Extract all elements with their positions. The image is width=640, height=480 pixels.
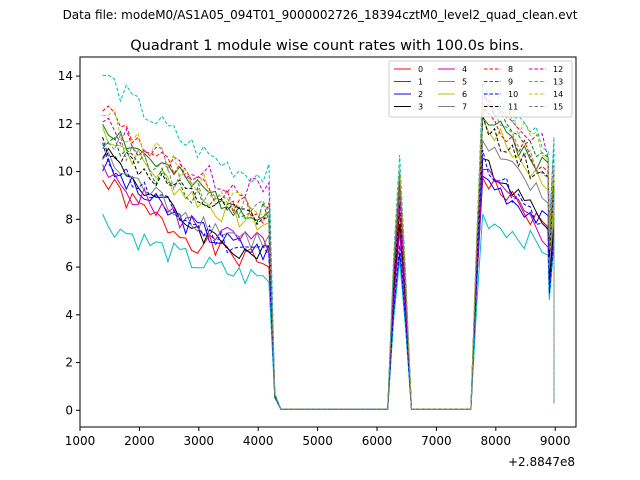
legend-label: 13	[553, 78, 563, 87]
y-tick-label: 10	[58, 165, 73, 179]
x-tick-label: 3000	[184, 434, 215, 448]
legend-box	[388, 60, 573, 118]
y-axis: 0 2 4 6 8 10 12 14	[58, 69, 80, 417]
series-layer	[102, 74, 555, 410]
series-line-7	[102, 138, 555, 410]
legend-label: 0	[418, 65, 423, 74]
x-tick-label: 2000	[124, 434, 155, 448]
chart-suptitle: Data file: modeM0/AS1A05_094T01_90000027…	[63, 8, 578, 22]
series-line-5	[102, 213, 555, 410]
legend-label: 2	[418, 90, 423, 99]
legend-label: 4	[462, 65, 467, 74]
legend-label: 7	[462, 103, 467, 112]
series-line-1	[102, 116, 555, 410]
x-tick-label: 9000	[540, 434, 571, 448]
x-tick-label: 8000	[481, 434, 512, 448]
x-tick-label: 7000	[421, 434, 452, 448]
y-tick-label: 12	[58, 117, 73, 131]
series-line-3	[102, 147, 555, 410]
series-line-0	[102, 176, 555, 410]
legend-label: 1	[418, 78, 423, 87]
x-tick-label: 5000	[302, 434, 333, 448]
series-line-6	[102, 117, 555, 410]
series-line-14	[102, 89, 555, 410]
x-offset-label: +2.8847e8	[508, 455, 575, 469]
legend-label: 15	[553, 103, 563, 112]
x-tick-label: 1000	[65, 434, 96, 448]
y-tick-label: 6	[65, 260, 73, 274]
series-line-12	[102, 90, 555, 410]
legend-label: 5	[462, 78, 467, 87]
series-line-9	[102, 95, 555, 410]
legend-label: 8	[508, 65, 513, 74]
x-tick-label: 6000	[362, 434, 393, 448]
x-axis: 1000 2000 3000 4000 5000 6000 7000 8000 9000	[65, 427, 571, 448]
series-line-2	[102, 157, 555, 410]
series-line-8	[102, 105, 555, 410]
legend-label: 6	[462, 90, 467, 99]
series-line-10	[102, 142, 555, 410]
y-tick-label: 0	[65, 403, 73, 417]
legend-label: 14	[553, 90, 563, 99]
y-tick-label: 14	[58, 69, 73, 83]
series-line-15	[102, 99, 555, 410]
legend-label: 12	[553, 65, 563, 74]
legend-label: 10	[508, 90, 518, 99]
plot-frame	[79, 56, 577, 428]
series-line-11	[102, 115, 555, 410]
legend-label: 3	[418, 103, 423, 112]
y-tick-label: 8	[65, 212, 73, 226]
chart-title: Quadrant 1 module wise count rates with …	[130, 38, 524, 54]
legend-label: 9	[508, 78, 513, 87]
x-tick-label: 4000	[243, 434, 274, 448]
legend-label: 11	[508, 103, 518, 112]
y-tick-label: 4	[65, 308, 73, 322]
y-tick-label: 2	[65, 356, 73, 370]
